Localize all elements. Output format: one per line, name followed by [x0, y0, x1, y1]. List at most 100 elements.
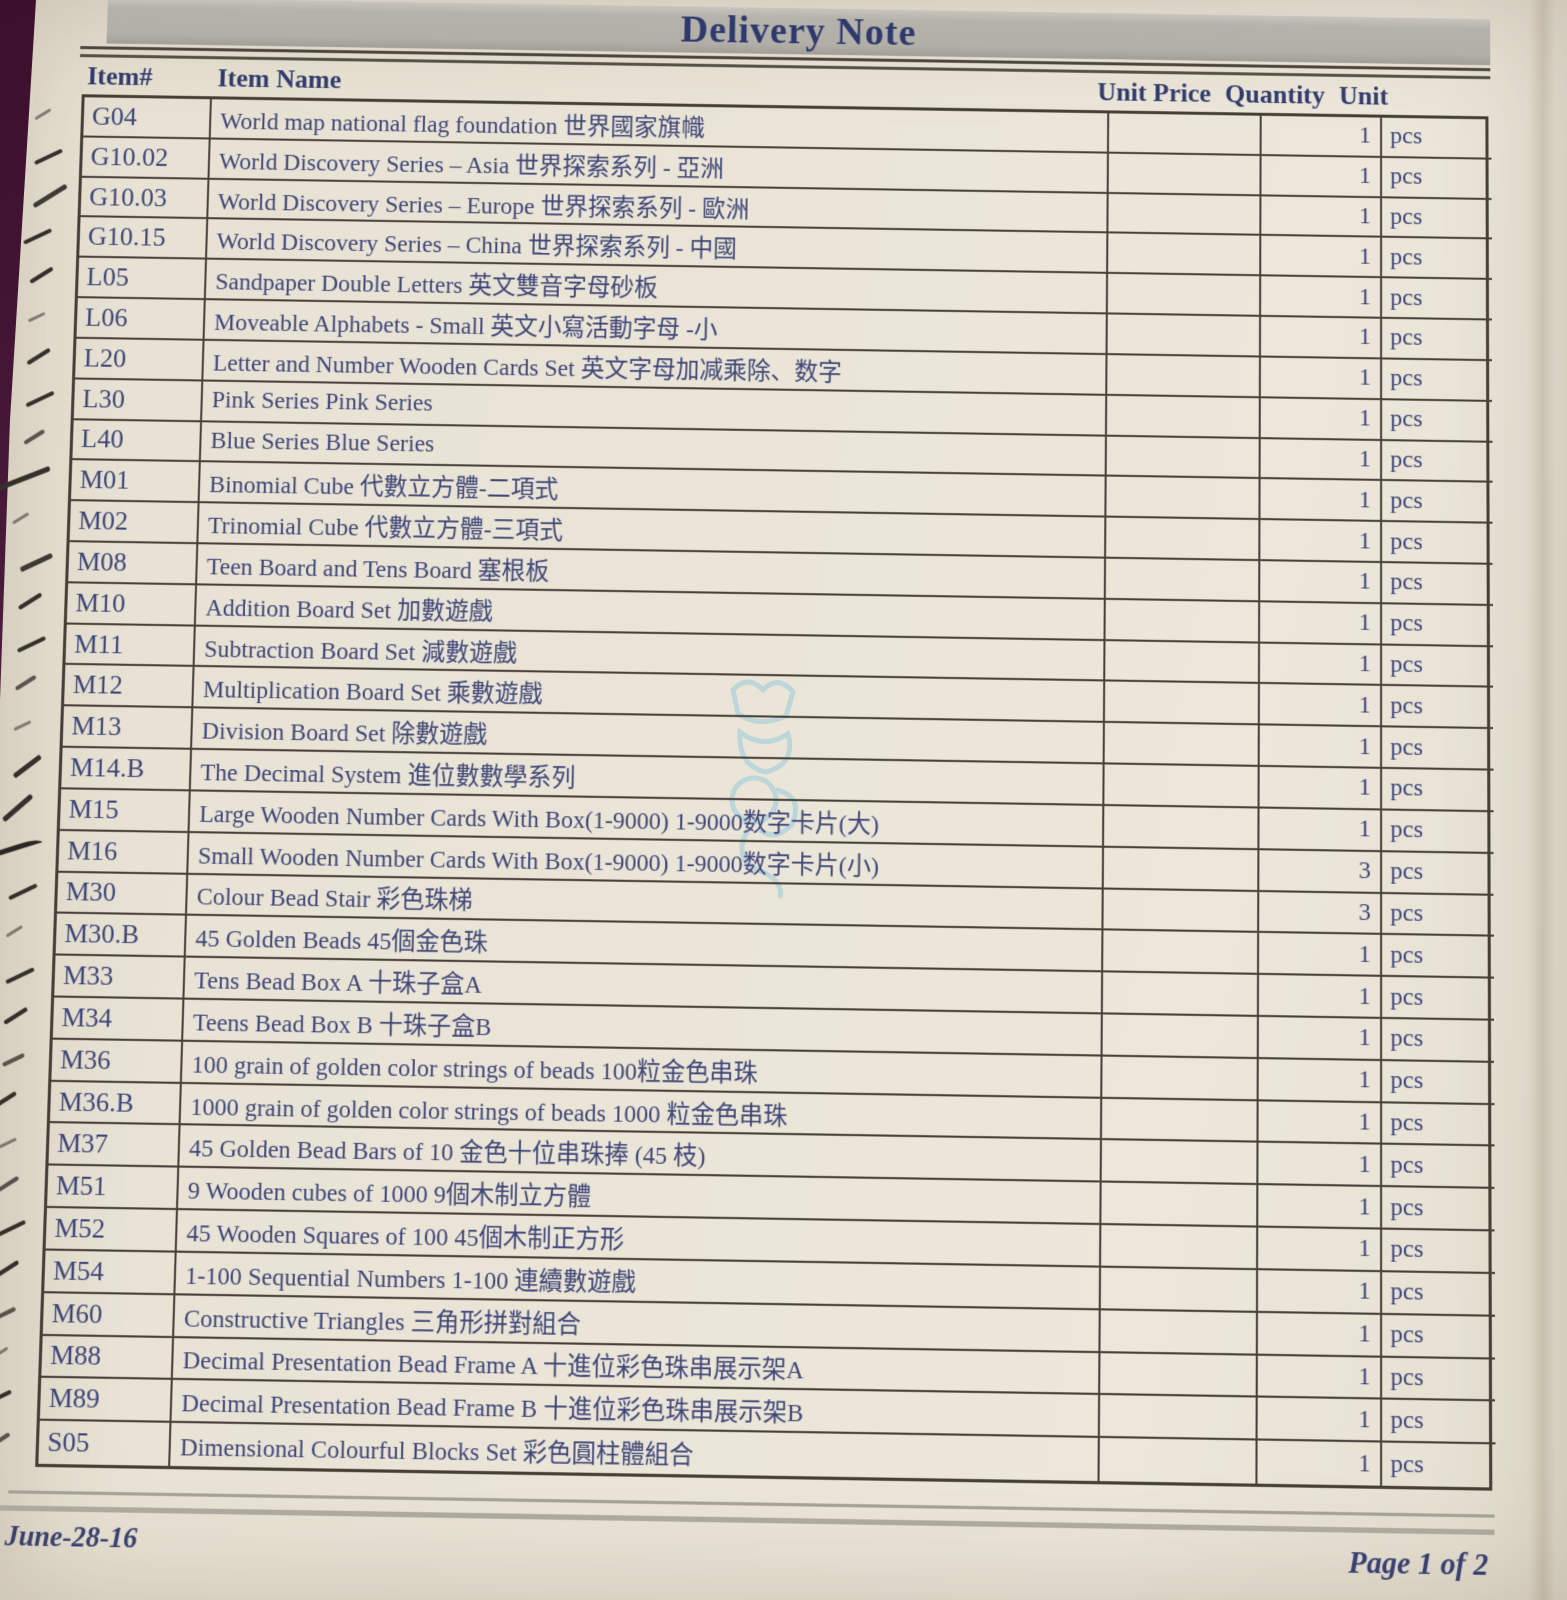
unit-cell: pcs	[1380, 851, 1494, 894]
quantity-cell: 1	[1256, 1100, 1381, 1143]
column-header-item-name: Item Name	[217, 63, 342, 95]
unit-price-cell	[1099, 1225, 1257, 1268]
item-code-cell: G10.15	[87, 221, 167, 253]
handwritten-tick	[0, 1346, 9, 1360]
quantity-cell: 1	[1258, 602, 1381, 644]
unit-cell: pcs	[1380, 1272, 1495, 1315]
page-title: Delivery Note	[680, 8, 917, 55]
item-code-cell: M01	[79, 464, 130, 496]
unit-cell: pcs	[1380, 238, 1492, 279]
quantity-cell: 1	[1259, 276, 1381, 317]
quantity-cell: 1	[1257, 725, 1381, 767]
unit-price-cell	[1098, 1267, 1257, 1311]
handwritten-tick	[0, 466, 51, 491]
handwritten-tick	[0, 1389, 12, 1407]
handwritten-tick	[0, 1090, 17, 1109]
unit-price-cell	[1102, 723, 1258, 765]
item-code-cell: M37	[56, 1127, 109, 1160]
handwritten-tick	[33, 148, 63, 165]
unit-cell: pcs	[1380, 727, 1494, 769]
unit-price-cell	[1101, 847, 1258, 890]
quantity-cell: 1	[1255, 1397, 1381, 1441]
quantity-cell: 1	[1255, 1270, 1381, 1313]
quantity-cell: 1	[1259, 195, 1381, 237]
unit-cell: pcs	[1380, 563, 1493, 604]
unit-price-cell	[1104, 395, 1259, 437]
unit-price-cell	[1105, 314, 1260, 356]
item-code-cell: M14.B	[69, 752, 145, 784]
footer-divider-thick	[0, 1505, 1495, 1536]
handwritten-tick	[0, 836, 43, 862]
unit-cell: pcs	[1380, 1060, 1495, 1103]
item-code-cell: S05	[46, 1426, 90, 1459]
quantity-cell: 1	[1259, 115, 1381, 156]
unit-price-cell	[1100, 972, 1257, 1015]
quantity-cell: 1	[1258, 438, 1381, 480]
column-header-quantity: Quantity	[1224, 79, 1325, 110]
unit-cell: pcs	[1380, 645, 1494, 687]
unit-price-cell	[1106, 193, 1260, 235]
handwritten-tick	[0, 1431, 11, 1449]
quantity-cell: 1	[1255, 1355, 1381, 1398]
quantity-cell: 1	[1257, 684, 1381, 726]
unit-cell: pcs	[1380, 810, 1494, 852]
handwritten-tick	[0, 1137, 17, 1149]
unit-price-cell	[1100, 1014, 1257, 1057]
item-code-cell: M52	[54, 1212, 106, 1245]
unit-price-cell	[1099, 1182, 1257, 1226]
unit-cell: pcs	[1380, 935, 1494, 977]
unit-cell: pcs	[1380, 399, 1493, 441]
quantity-cell: 1	[1258, 357, 1381, 398]
item-code-cell: M60	[51, 1297, 104, 1330]
quantity-cell: 1	[1258, 479, 1381, 521]
quantity-cell: 1	[1257, 766, 1381, 809]
handwritten-tick	[13, 720, 32, 732]
unit-cell: pcs	[1380, 117, 1492, 158]
quantity-cell: 1	[1255, 1312, 1381, 1356]
handwritten-tick	[1, 1052, 25, 1067]
unit-cell: pcs	[1380, 893, 1494, 935]
unit-price-cell	[1099, 1098, 1257, 1141]
quantity-cell: 1	[1256, 933, 1381, 975]
item-code-cell: M11	[73, 628, 124, 660]
unit-cell: pcs	[1380, 157, 1492, 198]
unit-cell: pcs	[1380, 768, 1494, 811]
unit-cell: pcs	[1380, 318, 1493, 360]
unit-price-cell	[1097, 1438, 1256, 1484]
item-code-cell: M12	[72, 669, 124, 701]
item-code-cell: G10.03	[88, 181, 168, 212]
handwritten-tick	[32, 183, 68, 208]
quantity-cell: 3	[1257, 849, 1381, 892]
unit-cell: pcs	[1380, 977, 1495, 1019]
unit-cell: pcs	[1380, 686, 1494, 728]
unit-cell: pcs	[1380, 1229, 1495, 1272]
quantity-cell: 1	[1256, 1143, 1381, 1186]
handwritten-tick	[1, 793, 34, 822]
unit-price-cell	[1101, 889, 1258, 932]
item-code-cell: M10	[75, 587, 127, 618]
unit-price-cell	[1104, 517, 1259, 560]
quantity-cell: 1	[1258, 520, 1381, 561]
item-code-cell: M51	[55, 1170, 108, 1202]
unit-price-cell	[1106, 113, 1260, 154]
handwritten-tick	[5, 967, 35, 984]
quantity-cell: 1	[1259, 236, 1381, 277]
unit-price-cell	[1106, 153, 1260, 194]
delivery-note-sheet: Delivery Note Item# Item Name Unit Price…	[0, 0, 1496, 1583]
item-code-cell: M15	[68, 793, 120, 825]
unit-cell: pcs	[1380, 604, 1493, 645]
paper-fold-shadow	[1529, 0, 1555, 1600]
item-code-cell: M30	[65, 876, 117, 908]
footer-date: June-28-16	[4, 1519, 138, 1554]
item-code-cell: M30.B	[64, 918, 140, 950]
handwritten-tick	[8, 883, 38, 901]
unit-price-cell	[1104, 436, 1259, 478]
item-code-cell: L40	[80, 423, 124, 455]
unit-cell: pcs	[1380, 1187, 1495, 1230]
column-header-item-number: Item#	[86, 61, 153, 92]
handwritten-tick	[29, 266, 54, 284]
handwritten-tick	[19, 552, 53, 572]
footer-page-number: Page 1 of 2	[1348, 1545, 1489, 1583]
unit-price-cell	[1101, 930, 1258, 973]
unit-price-cell	[1105, 274, 1260, 315]
